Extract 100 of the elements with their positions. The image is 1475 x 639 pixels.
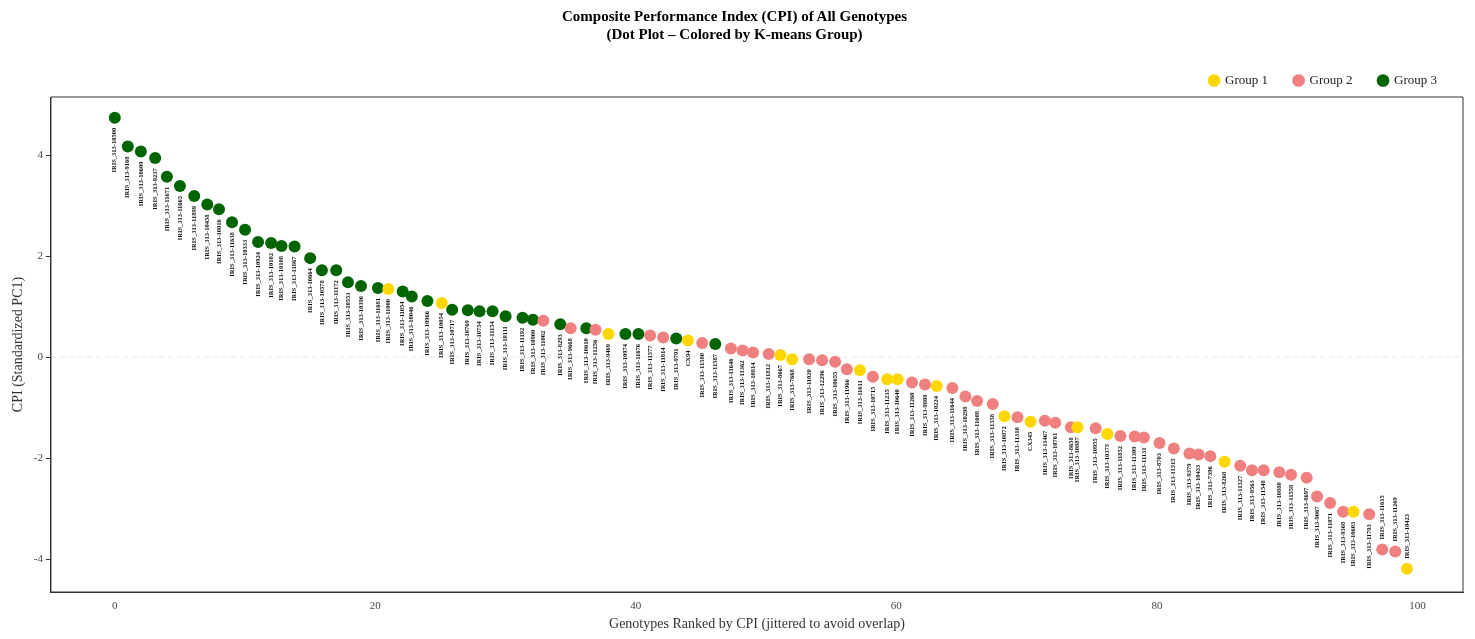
legend-label: Group 2 xyxy=(1309,71,1353,87)
point xyxy=(1071,421,1084,434)
point xyxy=(1049,416,1062,429)
point xyxy=(866,370,879,383)
x-tick-label: 60 xyxy=(890,599,903,612)
point xyxy=(1324,497,1337,510)
point xyxy=(265,236,278,249)
point xyxy=(1038,414,1051,427)
point xyxy=(1337,505,1350,518)
point xyxy=(1101,427,1114,440)
y-tick-label: 0 xyxy=(37,350,44,363)
point xyxy=(670,332,683,345)
point xyxy=(226,216,239,229)
point xyxy=(998,410,1011,423)
point xyxy=(891,373,904,386)
point xyxy=(1285,468,1298,481)
point xyxy=(173,179,186,192)
point xyxy=(724,342,737,355)
x-tick-label: 40 xyxy=(630,599,642,612)
point xyxy=(554,318,567,331)
point xyxy=(1300,471,1313,484)
chart-subtitle: (Dot Plot – Colored by K-means Group) xyxy=(606,25,863,43)
point xyxy=(602,327,615,340)
point xyxy=(121,140,134,153)
point xyxy=(644,329,657,342)
x-tick-label: 80 xyxy=(1151,599,1163,612)
y-tick-label: -2 xyxy=(33,451,43,464)
point xyxy=(486,305,499,318)
x-tick-label: 100 xyxy=(1409,599,1427,612)
point xyxy=(1011,411,1024,424)
point xyxy=(160,170,173,183)
point xyxy=(1204,450,1217,463)
point xyxy=(1400,562,1413,575)
point xyxy=(1347,505,1360,518)
point xyxy=(1376,543,1389,556)
point xyxy=(1389,545,1402,558)
point xyxy=(829,355,842,368)
point xyxy=(288,240,301,253)
point xyxy=(986,398,999,411)
point xyxy=(149,152,162,165)
point xyxy=(330,264,343,277)
point xyxy=(619,327,632,340)
y-tick-label: 2 xyxy=(37,249,43,261)
point xyxy=(1245,464,1258,477)
point xyxy=(1257,464,1270,477)
point xyxy=(840,363,853,376)
point xyxy=(564,322,577,335)
point xyxy=(499,310,512,323)
point xyxy=(709,338,722,350)
point xyxy=(681,334,694,347)
point xyxy=(526,313,539,326)
y-tick-label: 4 xyxy=(37,147,44,160)
point xyxy=(382,282,395,295)
x-tick-label: 0 xyxy=(112,599,119,612)
point xyxy=(1363,508,1376,521)
y-axis-title: CPI (Standardized PC1) xyxy=(10,276,27,413)
point xyxy=(304,252,317,265)
y-tick-label: -4 xyxy=(33,552,44,565)
point xyxy=(657,331,670,344)
point xyxy=(803,353,816,366)
point xyxy=(1311,490,1324,503)
point xyxy=(589,323,602,336)
point xyxy=(435,297,448,310)
legend-label: Group 1 xyxy=(1225,71,1269,87)
point xyxy=(134,145,147,158)
point xyxy=(762,348,775,361)
point xyxy=(201,198,214,211)
point xyxy=(1024,415,1037,428)
x-tick-label: 20 xyxy=(369,599,382,612)
point xyxy=(537,314,550,327)
point xyxy=(696,336,709,349)
point xyxy=(405,290,418,303)
point xyxy=(461,304,474,317)
point xyxy=(736,344,749,357)
point xyxy=(632,327,645,340)
point xyxy=(239,223,252,236)
point xyxy=(1089,422,1102,435)
point xyxy=(1167,442,1180,455)
point xyxy=(473,305,486,318)
point xyxy=(1273,466,1286,479)
point xyxy=(446,303,459,316)
point xyxy=(213,203,225,216)
point xyxy=(946,381,959,394)
point xyxy=(1192,448,1205,461)
point xyxy=(1218,455,1231,468)
point xyxy=(905,376,918,389)
point xyxy=(1114,429,1127,442)
point xyxy=(252,235,265,248)
point xyxy=(516,311,529,324)
point xyxy=(930,379,943,392)
legend-label: Group 3 xyxy=(1394,71,1437,87)
point xyxy=(774,349,787,362)
point xyxy=(919,378,932,391)
point xyxy=(396,285,409,298)
point xyxy=(354,279,367,292)
point xyxy=(1153,437,1166,449)
point xyxy=(786,353,799,366)
point xyxy=(371,281,384,294)
point xyxy=(959,390,972,403)
point xyxy=(315,264,328,277)
